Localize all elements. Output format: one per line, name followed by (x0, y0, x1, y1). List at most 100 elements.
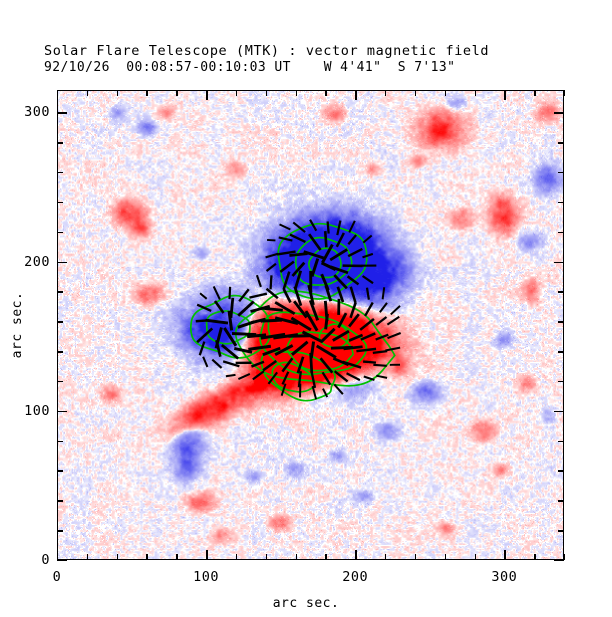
field-vector (308, 233, 322, 251)
field-vector (364, 301, 374, 317)
field-vector (323, 231, 328, 248)
field-vector (274, 301, 296, 316)
y-major-tick-right (554, 261, 564, 263)
field-vector (311, 385, 318, 400)
y-minor-tick (57, 380, 63, 383)
x-minor-tick-top (295, 90, 297, 96)
field-vector (361, 275, 374, 285)
field-vector (237, 373, 251, 381)
field-vector (227, 310, 234, 331)
figure-title: Solar Flare Telescope (MTK) : vector mag… (44, 43, 584, 75)
field-vector (390, 305, 401, 316)
x-minor-tick (564, 554, 566, 560)
field-vector (281, 357, 294, 373)
title-line-2: 92/10/26 00:08:57-00:10:03 UT W 4'41" S … (44, 59, 456, 75)
field-vector (332, 329, 350, 342)
field-vector (247, 333, 267, 339)
field-vector (301, 330, 324, 344)
field-vector (333, 383, 344, 395)
x-minor-tick (265, 554, 268, 560)
field-vector (329, 265, 349, 275)
field-vector (387, 331, 402, 340)
field-vector (336, 286, 345, 303)
field-vector (250, 360, 265, 368)
x-minor-tick-top (176, 90, 178, 96)
field-vector (205, 318, 229, 325)
field-vector (280, 383, 287, 397)
field-vector (303, 250, 325, 260)
field-vector (359, 317, 375, 331)
y-major-tick-right (554, 560, 564, 562)
field-vector (304, 310, 319, 332)
field-vector (279, 260, 295, 273)
field-vector (323, 300, 329, 322)
y-minor-tick (57, 142, 63, 144)
field-vector (348, 220, 356, 233)
field-vector (297, 371, 302, 388)
field-vector (308, 299, 320, 321)
y-tick-label: 0 (41, 552, 50, 568)
field-vector (222, 360, 240, 368)
field-vector (293, 286, 303, 307)
transverse-field-vectors (195, 219, 402, 400)
field-vector (233, 346, 253, 354)
y-major-tick-right (554, 112, 564, 114)
x-minor-tick (444, 554, 447, 560)
field-vector (348, 333, 364, 342)
field-vector (276, 250, 296, 256)
field-vector (265, 287, 279, 300)
field-vector (342, 360, 362, 369)
field-vector (237, 300, 255, 317)
x-major-tick-top (206, 90, 208, 100)
x-minor-tick-top (414, 90, 417, 96)
x-minor-tick (86, 554, 89, 560)
field-vector (320, 273, 330, 291)
x-minor-tick (116, 554, 119, 560)
field-vector (375, 316, 388, 326)
x-minor-tick (176, 554, 178, 560)
field-vector (335, 232, 345, 248)
x-minor-tick-top (116, 90, 119, 96)
field-vector (291, 261, 306, 277)
x-major-tick-top (355, 90, 357, 100)
field-vector (282, 271, 291, 291)
field-vector (375, 333, 389, 341)
x-minor-tick-top (235, 90, 238, 96)
field-vector (289, 252, 308, 257)
field-vector (274, 316, 299, 326)
y-minor-tick-right (558, 470, 564, 472)
intensity-contour (271, 361, 316, 393)
y-major-tick (57, 261, 67, 263)
field-vector (248, 344, 272, 351)
y-minor-tick-right (558, 440, 564, 443)
y-minor-tick-right (558, 291, 564, 293)
field-vector (202, 356, 209, 368)
field-vector (229, 297, 235, 318)
field-vector (333, 370, 349, 383)
y-minor-tick-right (558, 172, 564, 174)
field-vector (294, 270, 303, 289)
field-vector (336, 220, 342, 236)
field-vector (262, 359, 278, 372)
y-minor-tick-right (558, 321, 564, 323)
field-vector (289, 233, 306, 244)
y-minor-tick (57, 231, 63, 234)
x-tick-label: 0 (52, 569, 62, 585)
x-minor-tick (146, 554, 148, 560)
field-vector (360, 332, 376, 341)
y-minor-tick-right (558, 500, 564, 502)
field-vector (292, 221, 306, 233)
field-vector (281, 371, 290, 385)
y-axis-title: arc sec. (10, 291, 25, 359)
y-tick-label: 100 (24, 402, 50, 419)
field-vector (329, 248, 348, 262)
magnetogram-image (58, 91, 563, 559)
field-vector (365, 287, 370, 300)
title-line-1: Solar Flare Telescope (MTK) : vector mag… (44, 43, 490, 59)
field-vector (260, 318, 282, 323)
x-axis-title: arc sec. (272, 596, 340, 611)
y-minor-tick (57, 172, 63, 174)
field-vector (347, 234, 357, 245)
field-vector (372, 349, 388, 355)
field-vector (356, 347, 377, 353)
